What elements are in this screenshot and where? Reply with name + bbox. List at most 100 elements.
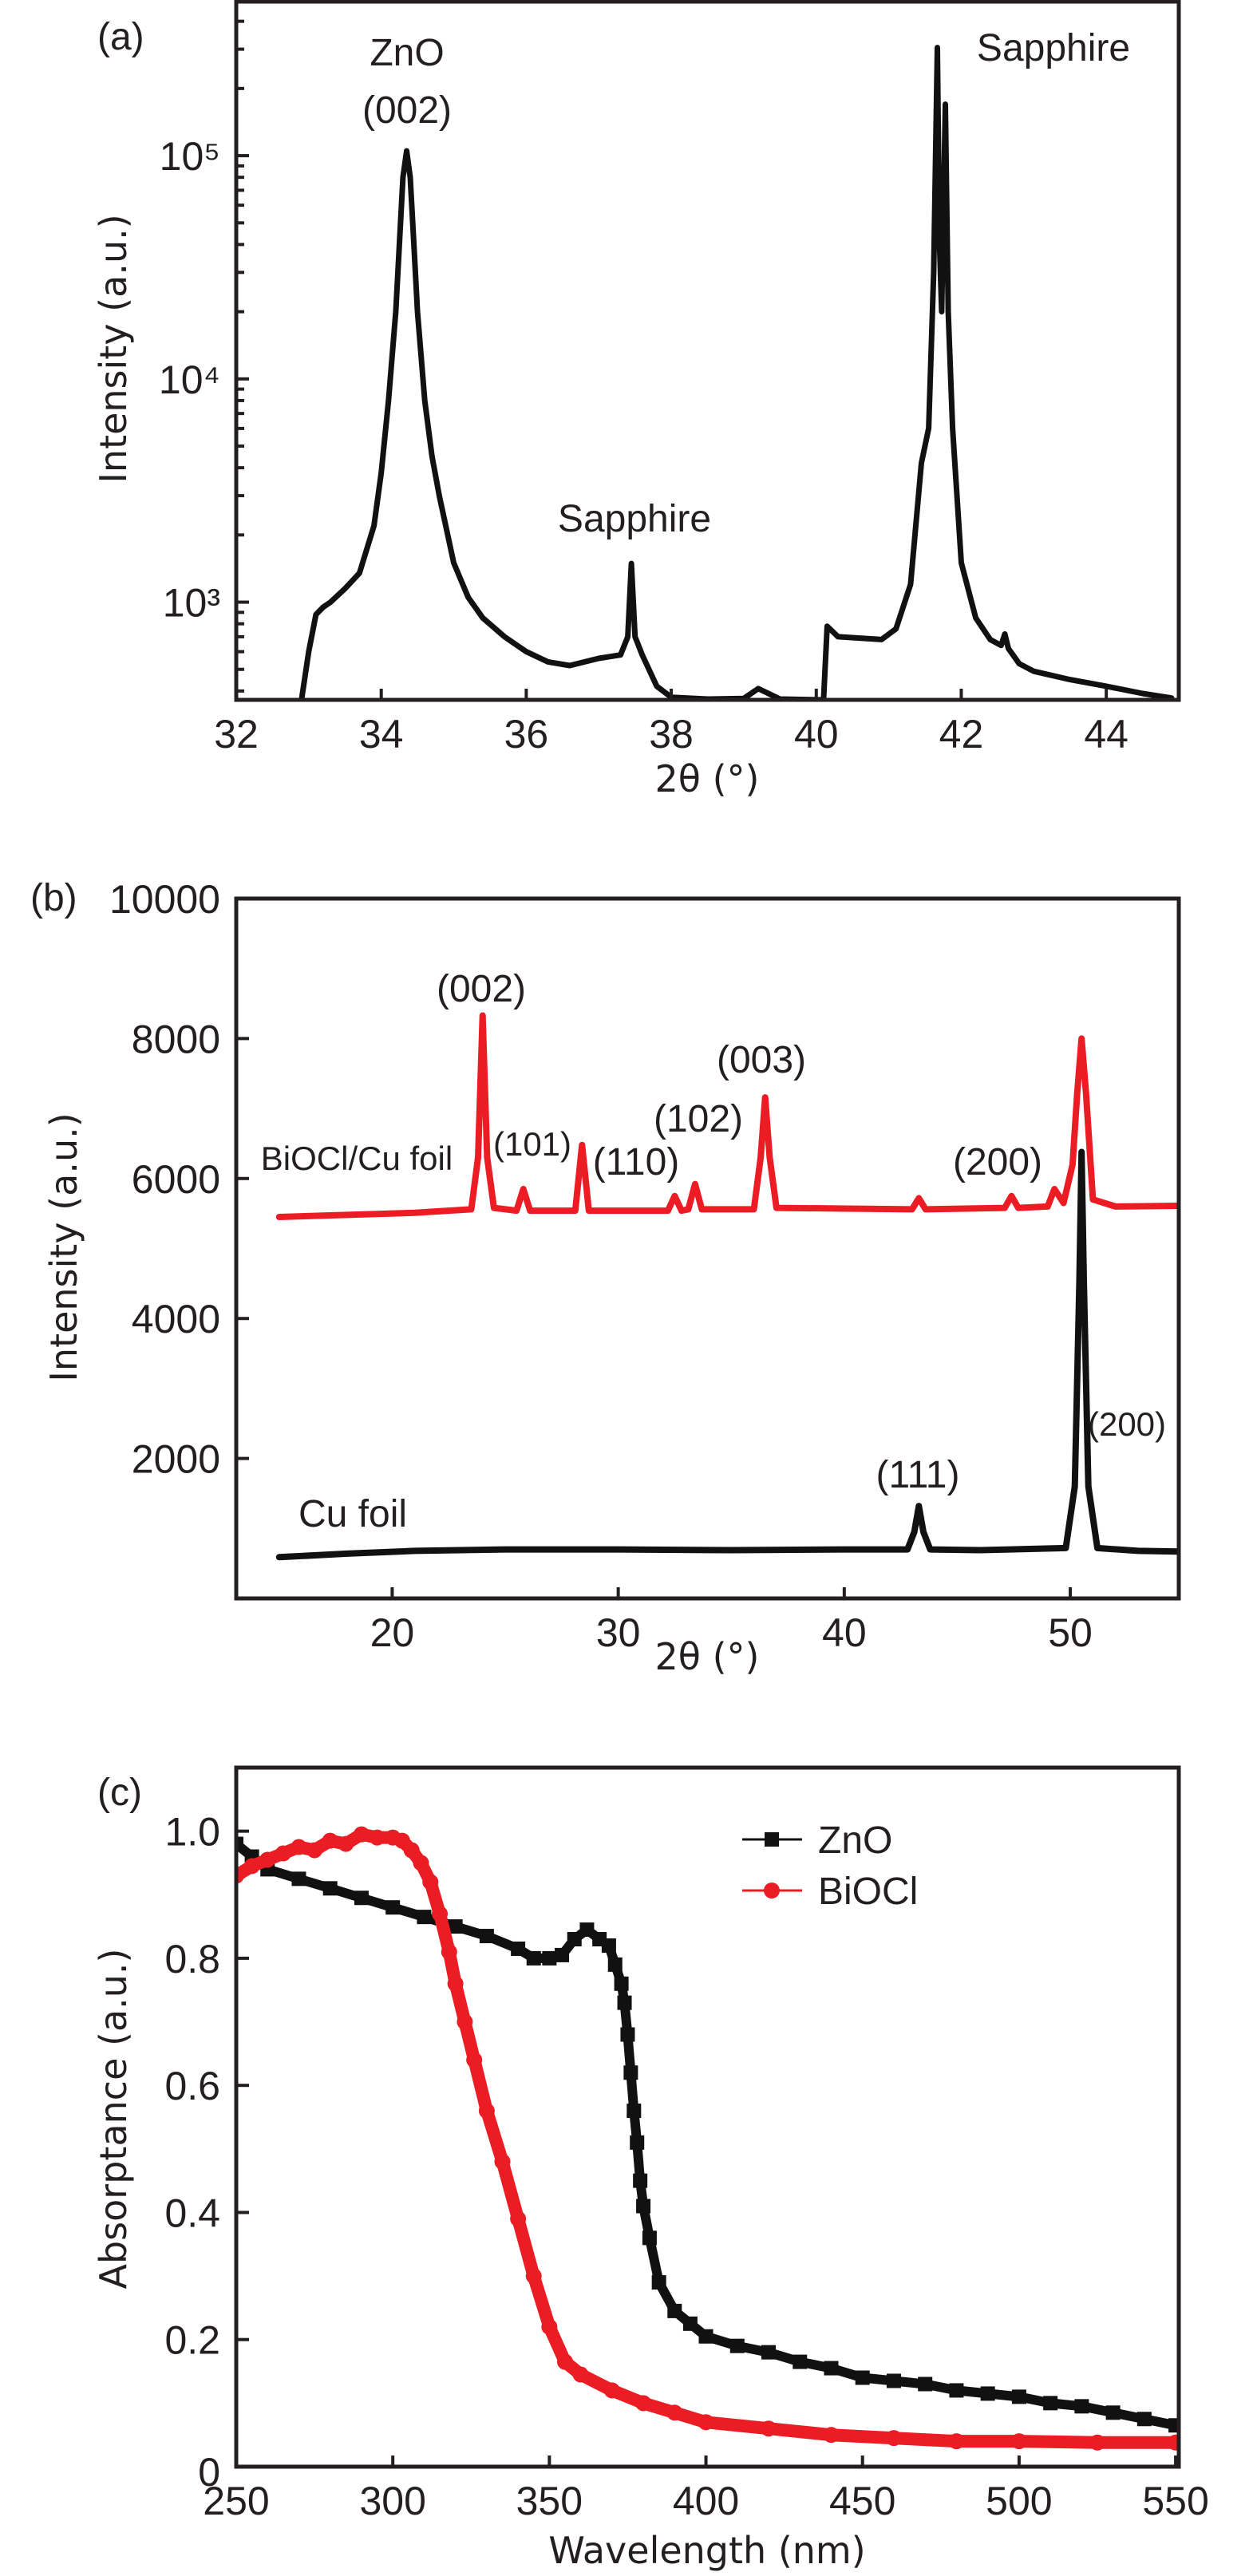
y-tick-label: 0.4 <box>164 2191 220 2235</box>
data-point-square <box>980 2386 995 2401</box>
data-point-circle <box>478 2103 495 2120</box>
data-point-square <box>322 1881 338 1896</box>
data-point-square <box>667 2303 682 2318</box>
annotation-zno-002: (002) <box>362 89 452 132</box>
series-trace-0 <box>298 45 1175 700</box>
data-point-square <box>1105 2405 1121 2420</box>
y-tick-label: 10³ <box>163 581 220 626</box>
data-point-square <box>526 1950 541 1966</box>
data-point-circle <box>275 1845 291 1862</box>
y-axis-title-a: Intensity (a.u.) <box>92 214 135 483</box>
legend-zno-label: ZnO <box>818 1819 892 1862</box>
series-cu-foil <box>275 1148 1179 1561</box>
series-line <box>298 45 1175 700</box>
y-tick-label: 10⁴ <box>159 358 220 402</box>
y-tick-label: 0.8 <box>164 1937 220 1981</box>
data-point-square <box>1136 2412 1152 2427</box>
data-point-square <box>555 1947 570 1962</box>
data-point-square <box>479 1929 494 1944</box>
panel-a: (a) ZnO (002) Sapphire Sapphire 2θ (°) I… <box>92 16 1130 800</box>
data-point-square <box>682 2316 698 2331</box>
annotation-sapphire-large: Sapphire <box>977 27 1130 69</box>
plot-area-0: 32 34 36 38 40 42 44 10³ 10⁴ 10⁵ <box>159 0 1181 757</box>
data-point-circle <box>306 1842 323 1859</box>
annotation-111: (111) <box>876 1454 960 1496</box>
data-point-circle <box>525 2268 542 2285</box>
x-tick-label: 44 <box>1084 712 1129 757</box>
data-point-circle <box>338 1835 354 1852</box>
data-point-circle <box>466 2052 483 2068</box>
data-point-circle <box>403 1842 420 1859</box>
data-point-square <box>761 2345 777 2360</box>
data-point-circle <box>541 2318 558 2335</box>
data-point-square <box>511 1941 526 1956</box>
y-tick-label: 4000 <box>132 1297 220 1341</box>
data-point-square <box>633 2173 648 2188</box>
data-point-circle <box>369 1829 385 1846</box>
panel-c: (c) ZnO BiOCl Wavelength (nm) Absorptanc… <box>92 1772 918 2572</box>
data-point-circle <box>322 1832 338 1849</box>
y-tick-label: 10⁵ <box>160 134 220 179</box>
x-tick-label: 500 <box>986 2479 1052 2523</box>
data-point-circle <box>441 1943 457 1960</box>
x-axis-title-b: 2θ (°) <box>655 1635 760 1678</box>
x-tick-label: 250 <box>203 2479 269 2523</box>
data-point-circle <box>666 2404 683 2421</box>
series-line <box>236 1827 1179 2449</box>
annotation-zno: ZnO <box>370 32 444 74</box>
y-axis-title-b: Intensity (a.u.) <box>42 1112 85 1381</box>
data-point-circle <box>1168 2434 1179 2451</box>
annotation-102: (102) <box>654 1098 743 1140</box>
y-tick-label: 6000 <box>132 1157 220 1202</box>
data-point-square <box>291 1871 306 1887</box>
data-point-square <box>1043 2396 1058 2411</box>
x-tick-label: 38 <box>649 712 694 757</box>
data-point-circle <box>457 2013 473 2030</box>
data-point-circle <box>635 2395 652 2412</box>
data-point-square <box>617 1995 632 2010</box>
data-point-circle <box>432 1906 449 1922</box>
plot-frame <box>234 896 1181 1601</box>
y-tick-label: 0.2 <box>164 2318 220 2363</box>
data-point-circle <box>948 2433 965 2450</box>
annotation-101: (101) <box>493 1125 571 1163</box>
data-point-square <box>918 2376 933 2392</box>
x-tick-label: 450 <box>829 2479 895 2523</box>
x-axis-title-a: 2θ (°) <box>655 757 760 800</box>
y-tick-label: 0 <box>198 2450 220 2495</box>
x-tick-label: 40 <box>822 1610 867 1655</box>
data-point-circle <box>823 2427 840 2444</box>
data-point-square <box>417 1910 432 1925</box>
plot-frame <box>234 0 1181 702</box>
y-tick-label: 0.6 <box>164 2064 220 2108</box>
legend-zno-square-marker-icon <box>765 1832 779 1847</box>
data-point-square <box>698 2329 713 2344</box>
data-point-circle <box>556 2353 573 2370</box>
x-tick-label: 34 <box>359 712 404 757</box>
data-point-square <box>620 2027 635 2042</box>
series-zno <box>236 1836 1179 2433</box>
data-point-square <box>623 2065 638 2080</box>
x-tick-label: 50 <box>1048 1610 1093 1655</box>
data-point-square <box>385 1900 401 1915</box>
data-point-square <box>1074 2399 1089 2414</box>
annotation-200-red: (200) <box>953 1141 1042 1183</box>
x-tick-label: 300 <box>359 2479 425 2523</box>
data-point-square <box>651 2275 666 2290</box>
data-point-circle <box>447 1975 464 1992</box>
data-point-circle <box>494 2153 511 2170</box>
data-point-square <box>542 1950 557 1966</box>
plot-area-1: 20 30 40 50 2000 4000 6000 8000 10000 <box>109 877 1181 1655</box>
legend-biocl-circle-marker-icon <box>764 1883 780 1898</box>
x-tick-label: 400 <box>673 2479 739 2523</box>
panel-label-a: (a) <box>97 16 144 58</box>
data-point-square <box>236 1836 243 1851</box>
data-point-square <box>886 2373 901 2388</box>
x-tick-label: 30 <box>596 1610 641 1655</box>
data-point-square <box>627 2104 642 2119</box>
x-axis-title-c: Wavelength (nm) <box>548 2529 865 2572</box>
data-point-square <box>630 2135 645 2150</box>
data-point-square <box>793 2354 808 2369</box>
data-point-square <box>1011 2389 1026 2404</box>
